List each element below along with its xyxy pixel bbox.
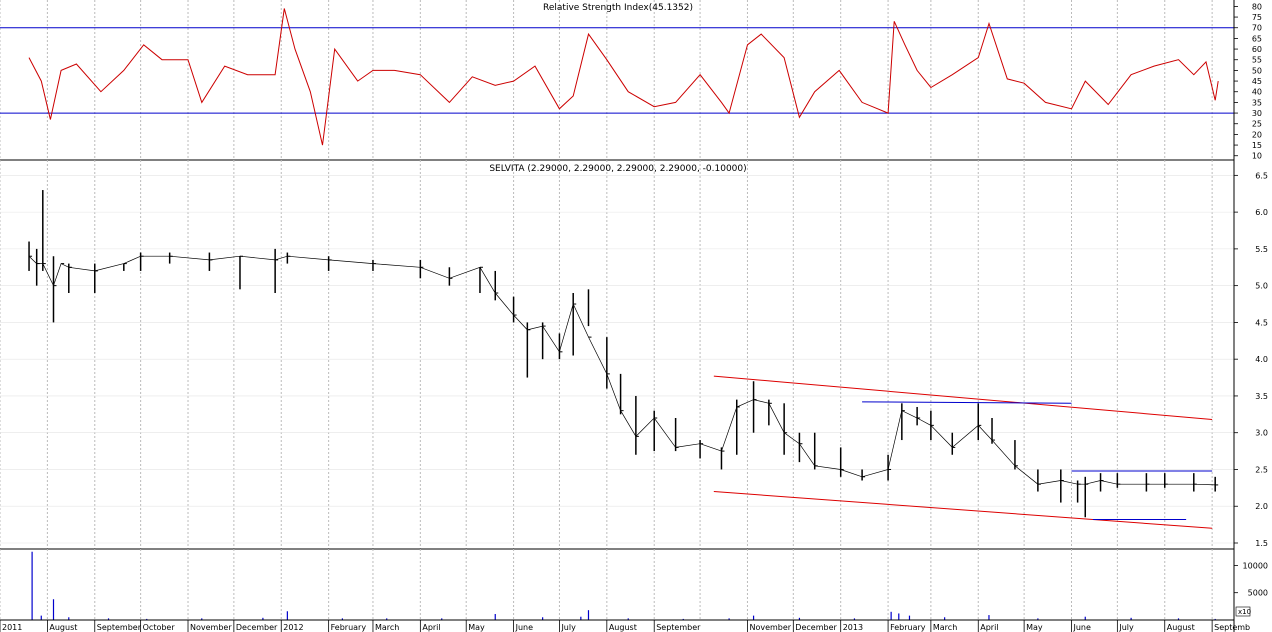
price-tick-label: 4.0 — [1255, 355, 1268, 364]
rsi-line — [28, 8, 1219, 146]
rsi-tick-label: 40 — [1252, 88, 1262, 97]
x-tick-label: 2013 — [843, 623, 863, 632]
price-tick-label: 6.5 — [1255, 171, 1268, 180]
rsi-tick-label: 60 — [1252, 45, 1262, 54]
x-tick-label: Septemb — [1214, 623, 1250, 632]
x-tick-label: June — [1073, 623, 1092, 632]
x-tick-label: December — [236, 623, 278, 632]
x-tick-label: September — [97, 623, 142, 632]
volume-panel: 10000 5000 x10 — [0, 549, 1268, 620]
x-tick-label: October — [143, 623, 176, 632]
rsi-tick-label: 45 — [1252, 77, 1262, 86]
price-close-path — [28, 255, 1216, 486]
price-tick-label: 2.5 — [1255, 465, 1268, 474]
price-tick-label: 6.0 — [1255, 208, 1268, 217]
x-tick-label: May — [1026, 623, 1043, 632]
price-panel: SELVITA (2.29000, 2.29000, 2.29000, 2.29… — [0, 160, 1268, 550]
rsi-tick-label: 35 — [1252, 98, 1262, 107]
x-tick-label: May — [468, 623, 485, 632]
rsi-tick-label: 50 — [1252, 66, 1262, 75]
x-tick-label: August — [49, 623, 77, 632]
x-tick-label: August — [1167, 623, 1195, 632]
volume-grid — [0, 549, 1213, 620]
x-tick-label: April — [980, 623, 998, 632]
price-tick-label: 2.0 — [1255, 502, 1268, 511]
rsi-tick-label: 30 — [1252, 109, 1262, 118]
rsi-series-line — [28, 8, 1219, 146]
price-tick-label: 3.0 — [1255, 429, 1268, 438]
rsi-tick-label: 25 — [1252, 120, 1262, 129]
x-tick-label: March — [375, 623, 399, 632]
price-tick-label: 1.5 — [1255, 539, 1268, 548]
x-tick-label: November — [749, 623, 791, 632]
x-tick-label: November — [190, 623, 232, 632]
x-tick-label: February — [890, 623, 926, 632]
rsi-tick-label: 65 — [1252, 34, 1262, 43]
x-tick-label: September — [656, 623, 701, 632]
rsi-tick-label: 15 — [1252, 141, 1262, 150]
x-axis: 2011 August September October November Decemb… — [0, 619, 1250, 632]
price-tick-label: 5.5 — [1255, 245, 1268, 254]
volume-y-axis: 10000 5000 — [1234, 561, 1268, 598]
volume-tick-label: 5000 — [1248, 589, 1268, 598]
rsi-tick-label: 75 — [1252, 13, 1262, 22]
x-tick-label: July — [1118, 623, 1134, 632]
volume-bars — [31, 551, 1216, 620]
rsi-tick-label: 80 — [1252, 2, 1262, 11]
x-tick-label: March — [933, 623, 957, 632]
price-bars — [28, 190, 1219, 518]
x-axis-labels: 2011 August September October November Decemb… — [0, 620, 1250, 632]
price-tick-label: 3.5 — [1255, 392, 1268, 401]
rsi-tick-label: 20 — [1252, 130, 1262, 139]
rsi-tick-label: 55 — [1252, 56, 1262, 65]
volume-tick-label: 10000 — [1243, 561, 1268, 570]
volume-unit-label: x10 — [1238, 608, 1251, 616]
x-tick-label: 2012 — [283, 623, 303, 632]
rsi-levels — [0, 27, 1234, 114]
trendlines — [713, 375, 1213, 529]
price-title: SELVITA (2.29000, 2.29000, 2.29000, 2.29… — [489, 164, 746, 174]
rsi-title: Relative Strength Index(45.1352) — [543, 3, 693, 13]
price-tick-label: 4.5 — [1255, 318, 1268, 327]
x-tick-label: July — [560, 623, 576, 632]
x-tick-label: April — [422, 623, 440, 632]
x-tick-label: February — [331, 623, 367, 632]
x-tick-label: 2011 — [2, 623, 22, 632]
rsi-grid — [0, 0, 1213, 160]
price-grid — [0, 160, 1234, 549]
trendline-channel-lower — [713, 491, 1213, 529]
price-y-axis: 6.5 6.0 5.5 5.0 4.5 4.0 3.5 3.0 2.5 2.0 1.5 — [1234, 171, 1268, 548]
x-tick-label: June — [515, 623, 534, 632]
x-tick-label: December — [795, 623, 837, 632]
trendline-channel-upper — [713, 375, 1213, 420]
rsi-tick-label: 70 — [1252, 24, 1262, 33]
x-tick-label: August — [609, 623, 637, 632]
trendline-resistance — [862, 401, 1072, 404]
price-tick-label: 5.0 — [1255, 282, 1268, 291]
rsi-panel: Relative Strength Index(45.1352) 8075706… — [0, 0, 1262, 161]
rsi-tick-label: 10 — [1252, 152, 1262, 161]
